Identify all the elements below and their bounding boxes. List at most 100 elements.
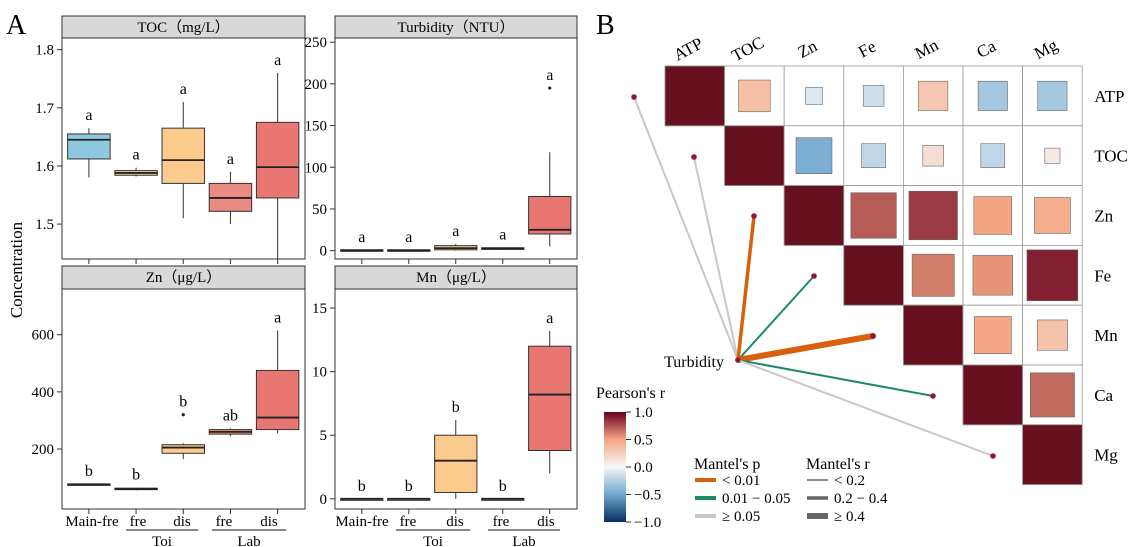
outlier-point: [548, 86, 552, 90]
colorbar-tick-label: 0.5: [634, 433, 653, 449]
r-legend-small: < 0.2: [834, 473, 865, 489]
box-lab-dis: [528, 195, 572, 235]
corr-square-atp-mn: [918, 80, 949, 111]
corr-square-atp-ca: [977, 80, 1008, 111]
mantel-link-mn: [735, 333, 876, 363]
box-lab-dis: [255, 121, 300, 199]
xtick-toi-dis: dis: [446, 514, 464, 530]
mantel-link-fe: [737, 275, 815, 361]
significance-letter: b: [358, 478, 366, 495]
row-label-zn: Zn: [1094, 207, 1113, 226]
xtick-main-fre: Main-fre: [335, 514, 389, 530]
significance-letter: b: [452, 399, 460, 416]
mantel-endpoint-ca: [930, 393, 936, 399]
row-label-fe: Fe: [1094, 266, 1111, 285]
diagonal-cell-zn: [783, 185, 845, 246]
row-label-toc: TOC: [1094, 147, 1128, 166]
significance-letter: a: [358, 229, 365, 246]
y-tick-label: 400: [32, 385, 55, 401]
group-lab: Lab: [512, 534, 535, 547]
box-toi-dis: [434, 434, 478, 493]
x-axis-right: Main-fre fre dis fre dis Toi Lab: [335, 514, 560, 547]
significance-letter: a: [180, 81, 187, 98]
heatmap-cell: [962, 185, 1023, 246]
significance-letter: a: [546, 67, 553, 84]
p-legend-ge005: ≥ 0.05: [722, 509, 760, 525]
row-label-mg: Mg: [1094, 446, 1118, 465]
significance-letter: a: [85, 107, 92, 124]
corr-square-ca-mg: [1030, 372, 1075, 418]
corr-square-fe-mg: [1026, 249, 1079, 302]
significance-letter: a: [274, 309, 281, 326]
mantel-endpoint-toc: [691, 154, 697, 160]
significance-letter: a: [227, 151, 234, 168]
column-label-mn: Mn: [912, 35, 942, 63]
panel-title: TOC（mg/L）: [137, 19, 229, 36]
corr-square-zn-fe: [850, 192, 897, 239]
group-toi: Toi: [152, 534, 172, 547]
mantel-link-mg: [737, 359, 994, 457]
corr-square-zn-mg: [1034, 197, 1071, 234]
corr-square-toc-fe: [861, 143, 886, 168]
p-legend-001-005: 0.01 − 0.05: [722, 491, 790, 507]
mantel-link-zn: [736, 214, 756, 362]
corr-square-toc-ca: [980, 143, 1006, 168]
y-tick-label: 150: [305, 119, 328, 135]
group-lab: Lab: [237, 534, 260, 547]
panel-title: Mn（μg/L）: [416, 269, 496, 286]
corr-square-fe-mn: [911, 253, 955, 297]
column-label-fe: Fe: [855, 37, 879, 62]
significance-letter: a: [133, 147, 140, 164]
significance-letter: a: [499, 226, 506, 243]
significance-letter: a: [405, 229, 412, 246]
panel-title: Turbidity（NTU）: [398, 19, 515, 36]
colorbar-tick-label: 0.0: [634, 460, 653, 476]
diagonal-cell-mg: [1022, 424, 1083, 485]
mantel-link-atp: [633, 96, 739, 361]
y-tick-label: 200: [32, 442, 55, 458]
row-label-mn: Mn: [1094, 326, 1118, 345]
mantel-endpoint-zn: [751, 213, 757, 219]
significance-letter: b: [405, 478, 413, 495]
mantel-endpoint-fe: [811, 273, 817, 279]
xtick-toi-fre: fre: [130, 514, 147, 530]
x-axis-left: Main-fre fre dis fre dis Toi Lab: [65, 514, 286, 547]
colorbar-ticks: 1.0 0.5 0.0 −0.5 −1.0: [626, 405, 661, 531]
boxplot-panels: TOC（mg/L）1.51.61.71.8aaaaaTurbidity（NTU）…: [32, 15, 578, 514]
significance-letter: b: [179, 394, 187, 411]
xtick-lab-fre: fre: [493, 514, 510, 530]
corr-square-toc-mg: [1044, 147, 1061, 164]
significance-letter: b: [85, 463, 93, 480]
diagonal-cell-fe: [843, 244, 904, 306]
significance-letter: a: [546, 310, 553, 327]
panel-title: Zn（μg/L）: [146, 269, 222, 286]
y-tick-label: 0: [320, 492, 328, 508]
xtick-toi-dis: dis: [173, 514, 191, 530]
xtick-lab-fre: fre: [216, 514, 233, 530]
mantel-r-legend-title: Mantel's r: [806, 456, 870, 473]
p-legend-lt001: < 0.01: [722, 473, 760, 489]
y-tick-label: 1.7: [35, 101, 54, 117]
group-toi: Toi: [423, 534, 443, 547]
y-tick-label: 5: [320, 428, 328, 444]
box-toi-dis: [161, 127, 205, 184]
box-toi-dis: [161, 444, 205, 454]
y-tick-label: 15: [312, 301, 327, 317]
pearson-colorbar: [604, 412, 626, 522]
mantel-endpoint-atp: [631, 94, 637, 100]
colorbar-tick-label: −0.5: [634, 488, 661, 504]
xtick-main-fre: Main-fre: [65, 514, 119, 530]
r-legend-mid: 0.2 − 0.4: [834, 491, 888, 507]
mantel-source-point: [735, 357, 741, 363]
diagonal-cell-atp: [664, 65, 725, 127]
diagonal-cell-ca: [962, 364, 1023, 426]
significance-letter: a: [452, 223, 459, 240]
box-lab-dis: [255, 369, 300, 431]
boxplot-panel-zn-g-l: Zn（μg/L） 200 400 600 b b b ab a: [32, 265, 306, 514]
y-tick-label: 100: [305, 160, 328, 176]
y-tick-label: 0: [320, 244, 328, 260]
corr-square-atp-mg: [1037, 80, 1068, 111]
box-main-fre: [67, 133, 111, 160]
pearson-legend-title: Pearson's r: [596, 385, 666, 402]
xtick-toi-fre: fre: [400, 514, 417, 530]
